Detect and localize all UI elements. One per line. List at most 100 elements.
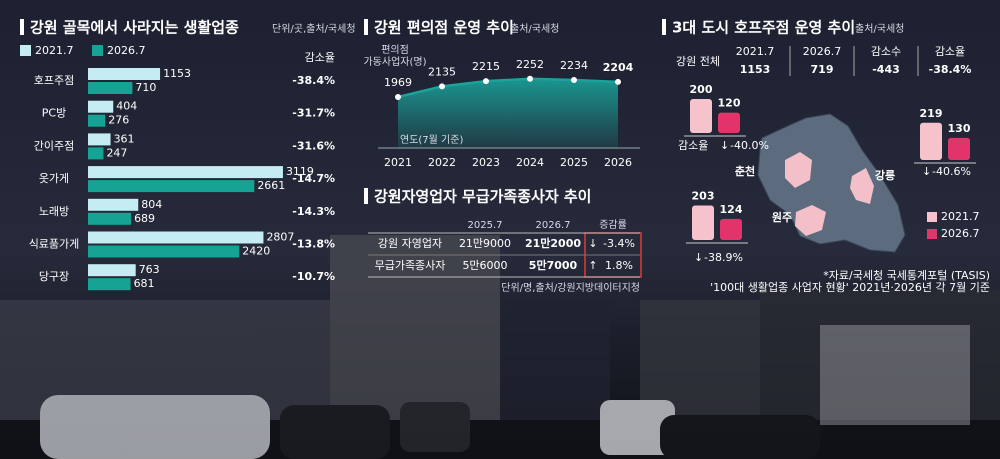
value-label: 276 [108, 114, 129, 127]
value-label: 2807 [266, 231, 294, 244]
summary-region: 강원 전체 [676, 55, 720, 68]
value-label: 2135 [428, 65, 456, 78]
point [527, 75, 533, 82]
change-label: -14.7% [292, 172, 335, 185]
x-tick-label: 2021 [384, 156, 412, 169]
city-name: 원주 [772, 210, 792, 224]
city-rate: -40.6% [932, 165, 971, 178]
value-label: 710 [135, 81, 156, 94]
change-label: -31.7% [292, 107, 335, 120]
city-bar [692, 205, 714, 240]
table-cell: 21만9000 [459, 237, 511, 250]
legend-label: 2026.7 [941, 227, 980, 240]
bar [88, 180, 255, 193]
source-line: *자료/국세청 국세통계포털 (TASIS) [823, 269, 990, 282]
change-label: -38.4% [292, 74, 335, 87]
bar [88, 212, 132, 225]
value-label: 2234 [560, 59, 588, 72]
value-label: 247 [106, 146, 127, 159]
gangwon-map [757, 113, 906, 253]
summary-header: 2026.7 [803, 45, 842, 58]
y-axis-label: 편의점 [381, 44, 409, 56]
point [439, 83, 445, 90]
title-marker [364, 19, 368, 35]
city-bar [690, 99, 712, 133]
x-tick-label: 2026 [604, 156, 632, 169]
chart-subtitle: 단위/곳,출처/국세청 [272, 22, 356, 35]
category-label: 식료품가게 [29, 238, 80, 251]
category-label: PC방 [42, 107, 66, 120]
city-value: 200 [690, 83, 713, 96]
rate-label: 감소율 [678, 139, 708, 152]
legend-label: 2021.7 [35, 44, 74, 57]
value-label: 804 [141, 198, 162, 211]
summary-header: 2021.7 [736, 45, 775, 58]
change-label: -31.6% [292, 139, 335, 152]
summary-header: 감소수 [871, 45, 901, 58]
bar [88, 82, 133, 94]
table-cell: 5만6000 [462, 259, 507, 272]
point [615, 78, 621, 85]
bar [88, 114, 106, 127]
bar [88, 147, 104, 160]
category-label: 호프주점 [34, 74, 74, 87]
table-header: 2026.7 [536, 220, 571, 231]
change-label: -10.7% [292, 270, 335, 283]
bar [88, 278, 131, 291]
value-label: 763 [139, 263, 160, 276]
y-axis-label: 가동사업자(명) [363, 55, 426, 68]
category-label: 옷가게 [39, 172, 69, 185]
chart-subtitle: 출처/국세청 [510, 23, 559, 35]
change-label: -13.8% [292, 238, 335, 251]
x-tick-label: 2025 [560, 156, 588, 169]
city-value: 124 [720, 203, 743, 216]
panel-subtitle: 출처/국세청 [855, 23, 904, 35]
bar [88, 100, 114, 113]
panel-title: 3대 도시 호프주점 운영 추이 [672, 19, 855, 37]
area [398, 78, 618, 148]
summary-header: 감소율 [935, 45, 965, 58]
bar [88, 68, 161, 80]
table-note: 단위/명,출처/강원지방데이터지청 [501, 281, 640, 294]
table-header: 증감률 [599, 219, 627, 231]
table-cell: 5만7000 [529, 258, 578, 272]
line [397, 77, 619, 99]
x-tick-label: 2023 [472, 156, 500, 169]
street-scene [0, 235, 1000, 459]
table-cell: 1.8% [605, 259, 633, 272]
value-label: 2661 [257, 179, 285, 192]
city-rate: -40.0% [730, 139, 769, 152]
value-label: 3119 [286, 165, 314, 178]
bar [88, 231, 264, 244]
value-label: 2420 [242, 245, 270, 258]
legend-swatch [92, 45, 103, 56]
city-value: 203 [692, 189, 715, 202]
legend-swatch [20, 45, 31, 56]
point [483, 78, 489, 85]
change-header: 감소율 [305, 51, 335, 64]
bar [88, 166, 283, 179]
table-header: 2025.7 [468, 220, 503, 231]
legend-swatch [927, 212, 937, 222]
bar [88, 264, 136, 277]
table-title: 강원자영업자 무급가족종사자 추이 [374, 188, 591, 206]
city-name: 강릉 [875, 168, 895, 182]
legend-label: 2021.7 [941, 210, 980, 223]
title-marker [662, 19, 666, 35]
category-label: 간이주점 [34, 139, 74, 152]
summary-value: 1153 [740, 63, 771, 76]
chart-note: 연도(7월 기준) [400, 134, 463, 146]
summary-value: 719 [811, 63, 834, 76]
bar [88, 198, 139, 211]
value-label: 689 [134, 212, 155, 225]
table-cell: 강원 자영업자 [378, 237, 442, 250]
value-label: 404 [116, 100, 137, 113]
value-label: 361 [114, 132, 135, 145]
x-tick-label: 2022 [428, 156, 456, 169]
value-label: 1153 [163, 67, 191, 80]
city-value: 130 [948, 122, 971, 135]
city-rate: -38.9% [704, 251, 743, 264]
arrow-icon: ↓ [720, 139, 729, 152]
